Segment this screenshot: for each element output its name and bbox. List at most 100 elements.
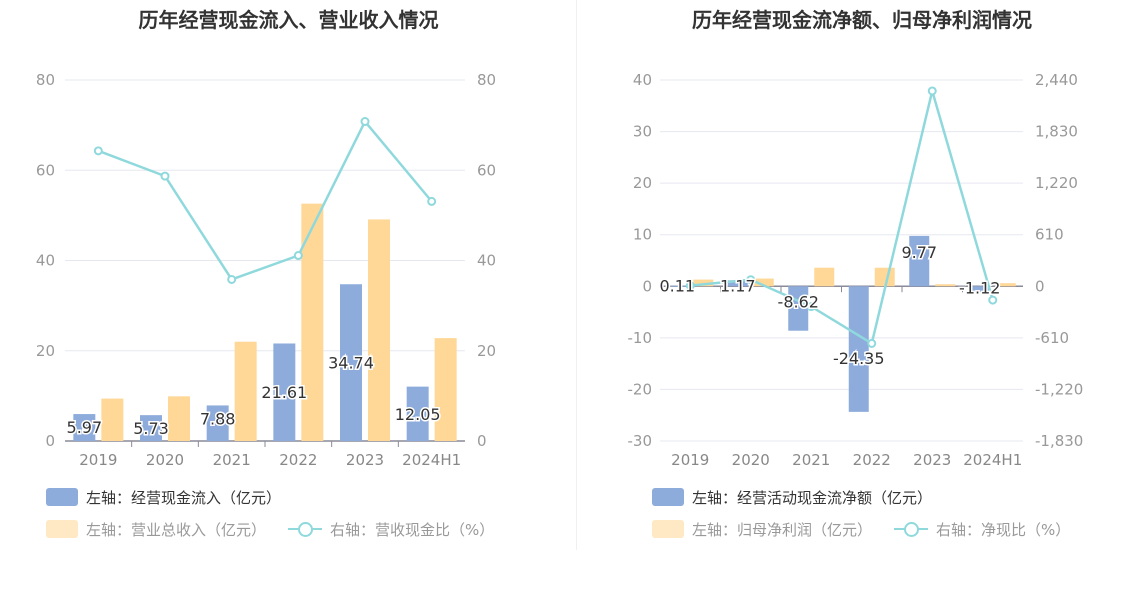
y-right-tick-label: 80 [477, 71, 496, 89]
line-series [690, 86, 994, 346]
bar-data-label: 34.74 [328, 354, 374, 373]
bar-primary [140, 415, 162, 441]
x-tick-label: 2020 [732, 451, 770, 469]
chart-panel-cash-inflow-revenue: 历年经营现金流入、营业收入情况 0 20 40 60 80 0 20 40 60 80 2019 20… [36, 8, 516, 541]
line-point [746, 275, 756, 285]
bar-secondary [234, 341, 257, 441]
x-tick-label: 2024H1 [402, 451, 461, 469]
line-point [427, 196, 437, 206]
legend-row-1: 左轴：经营现金流入（亿元） [46, 485, 303, 509]
y-right-tick-label: 1,830 [1035, 123, 1078, 141]
legend-swatch-net-cash [652, 488, 684, 506]
legend-swatch-cash-ratio [288, 520, 323, 538]
x-tick-label: 2022 [853, 451, 891, 469]
x-tick-label: 2021 [792, 451, 830, 469]
line-point [927, 86, 937, 96]
line-point [93, 146, 103, 156]
x-tick-label: 2019 [79, 451, 117, 469]
x-tick-label: 2019 [671, 451, 709, 469]
line-series [97, 119, 433, 281]
y-right-tick-label: -1,830 [1035, 432, 1083, 450]
y-right-tick-label: 1,220 [1035, 174, 1078, 192]
legend-swatch-cash-inflow [46, 488, 78, 506]
y-left-tick-label: 20 [633, 174, 652, 192]
y-left-tick-label: 0 [642, 277, 652, 295]
bar-primary [909, 235, 930, 287]
line-point [360, 117, 370, 127]
legend-swatch-net-cash-ratio [894, 520, 929, 538]
x-tick-label: 2024H1 [963, 451, 1022, 469]
bar-data-label: 1.17 [720, 276, 756, 295]
bar-secondary [434, 338, 457, 441]
legend-label: 左轴：归母净利润（亿元） [692, 520, 873, 539]
legend-label: 左轴：经营现金流入（亿元） [86, 488, 282, 507]
y-right-tick-label: 2,440 [1035, 71, 1078, 89]
bar-primary [206, 405, 229, 441]
legend-item-net-cash-ratio[interactable]: 右轴：净现比（%） [894, 519, 1070, 540]
y-left-tick-label: 40 [36, 252, 55, 270]
line-point [867, 338, 877, 348]
legend-label: 左轴：营业总收入（亿元） [86, 520, 267, 539]
y-right-tick-label: 610 [1035, 226, 1064, 244]
chart-panel-net-cash-profit: 历年经营现金流净额、归母净利润情况 -30 -20 -10 0 10 20 30 40 -1,8… [577, 0, 1147, 589]
bar-primary [73, 414, 96, 441]
chart-title: 历年经营现金流入、营业收入情况 [138, 8, 439, 32]
y-left-tick-label: 80 [36, 71, 55, 89]
chart-plot-area: -30 -20 -10 0 10 20 30 40 -1,830 -1,220 -610 0 610 1,… [628, 71, 1084, 469]
bar-secondary [995, 283, 1016, 287]
bar-data-label: 21.61 [261, 383, 307, 402]
y-right-tick-label: 40 [477, 252, 496, 270]
legend-row-1: 左轴：经营活动现金流净额（亿元） [652, 485, 954, 509]
bar-primary [667, 285, 688, 287]
legend-item-net-profit[interactable]: 左轴：归母净利润（亿元） [652, 519, 872, 540]
bar-secondary [368, 219, 390, 441]
bar-primary [273, 343, 296, 441]
bar-secondary [693, 279, 714, 287]
y-left-tick-label: -10 [628, 329, 653, 347]
bar-secondary [753, 278, 774, 287]
legend-row-2: 左轴：营业总收入（亿元） 右轴：营收现金比（%） [46, 517, 516, 541]
bar-data-label: 9.77 [901, 243, 937, 262]
y-left-tick-label: 0 [45, 432, 55, 450]
bar-data-label: 12.05 [395, 405, 441, 424]
legend-label: 右轴：营收现金比（%） [330, 520, 495, 539]
bar-data-label: 0.11 [659, 276, 695, 295]
legend-item-revenue[interactable]: 左轴：营业总收入（亿元） [46, 519, 266, 540]
bar-secondary [168, 396, 190, 441]
bar-secondary [874, 267, 895, 287]
y-right-tick-label: 0 [1035, 277, 1045, 295]
bar-secondary [101, 398, 124, 441]
legend-item-net-cash[interactable]: 左轴：经营活动现金流净额（亿元） [652, 487, 932, 508]
y-right-tick-label: 20 [477, 342, 496, 360]
x-tick-label: 2023 [913, 451, 951, 469]
y-left-tick-label: -20 [628, 380, 653, 398]
bar-data-label: 7.88 [200, 409, 236, 428]
bar-secondary [301, 203, 324, 441]
x-tick-label: 2022 [279, 451, 317, 469]
y-right-tick-label: -610 [1035, 329, 1069, 347]
bar-data-label: -24.35 [833, 349, 885, 368]
chart-plot-area: 0 20 40 60 80 0 20 40 60 80 2019 2020 2021 2022 2023 20… [36, 71, 496, 469]
legend-item-cash-inflow[interactable]: 左轴：经营现金流入（亿元） [46, 487, 281, 508]
bar-data-label: 5.97 [67, 418, 103, 437]
y-left-tick-label: 20 [36, 342, 55, 360]
y-right-tick-label: -1,220 [1035, 380, 1083, 398]
bar-secondary [935, 284, 956, 287]
y-left-tick-label: -30 [628, 432, 653, 450]
line-point [227, 274, 237, 284]
bar-secondary [814, 267, 835, 287]
line-point [806, 302, 816, 312]
legend-label: 右轴：净现比（%） [936, 520, 1071, 539]
legend-swatch-net-profit [652, 520, 684, 538]
bar-data-label: -1.12 [959, 278, 1000, 297]
x-tick-label: 2020 [146, 451, 184, 469]
line-point [160, 171, 170, 181]
y-left-tick-label: 60 [36, 161, 55, 179]
line-point [293, 251, 303, 261]
legend-item-cash-ratio[interactable]: 右轴：营收现金比（%） [288, 519, 494, 540]
x-tick-label: 2023 [346, 451, 384, 469]
x-tick-label: 2021 [213, 451, 251, 469]
y-left-tick-label: 10 [633, 226, 652, 244]
bar-primary [848, 286, 869, 412]
bar-data-label: -8.62 [778, 293, 819, 312]
